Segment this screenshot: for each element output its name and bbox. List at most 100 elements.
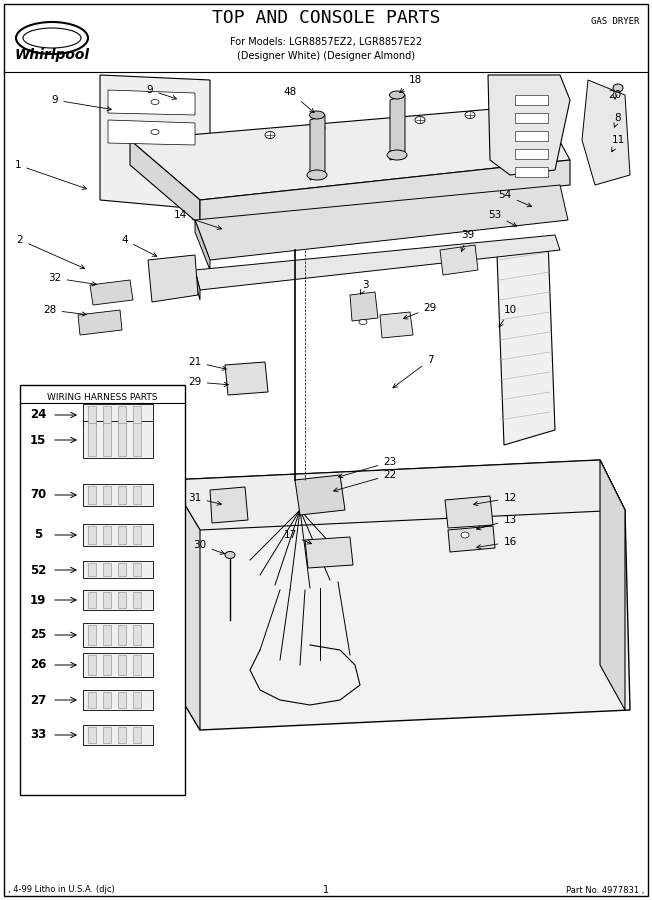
Text: (Designer White) (Designer Almond): (Designer White) (Designer Almond) bbox=[237, 51, 415, 61]
Polygon shape bbox=[108, 90, 195, 115]
Polygon shape bbox=[100, 75, 210, 210]
Bar bbox=[118, 563, 126, 576]
Text: , 4-99 Litho in U.S.A. (djc): , 4-99 Litho in U.S.A. (djc) bbox=[8, 886, 115, 895]
Text: 54: 54 bbox=[498, 190, 531, 207]
Text: 29: 29 bbox=[188, 377, 228, 387]
Bar bbox=[133, 423, 141, 456]
Polygon shape bbox=[195, 235, 560, 290]
Text: 18: 18 bbox=[400, 75, 422, 93]
FancyBboxPatch shape bbox=[83, 561, 153, 578]
Bar bbox=[88, 727, 96, 743]
Text: 33: 33 bbox=[30, 728, 46, 742]
Polygon shape bbox=[390, 95, 405, 160]
FancyBboxPatch shape bbox=[83, 653, 153, 677]
Polygon shape bbox=[310, 115, 325, 180]
Polygon shape bbox=[170, 460, 625, 530]
Text: 39: 39 bbox=[461, 230, 475, 252]
Ellipse shape bbox=[359, 320, 367, 325]
Polygon shape bbox=[210, 487, 248, 523]
Text: 1: 1 bbox=[323, 885, 329, 895]
Polygon shape bbox=[448, 526, 495, 552]
Polygon shape bbox=[515, 95, 548, 105]
Polygon shape bbox=[515, 131, 548, 141]
Polygon shape bbox=[195, 185, 568, 260]
Text: 9: 9 bbox=[52, 95, 111, 111]
Polygon shape bbox=[195, 220, 210, 270]
Bar bbox=[103, 406, 111, 424]
Bar bbox=[118, 486, 126, 504]
Ellipse shape bbox=[389, 91, 404, 99]
Text: GAS DRYER: GAS DRYER bbox=[591, 17, 639, 26]
Bar bbox=[133, 727, 141, 743]
FancyBboxPatch shape bbox=[83, 421, 153, 458]
Text: 13: 13 bbox=[477, 515, 516, 530]
Bar bbox=[118, 423, 126, 456]
Bar bbox=[103, 625, 111, 645]
Text: 24: 24 bbox=[30, 409, 46, 421]
Polygon shape bbox=[582, 80, 630, 185]
Text: 14: 14 bbox=[173, 210, 222, 230]
FancyBboxPatch shape bbox=[83, 484, 153, 506]
Polygon shape bbox=[130, 140, 200, 225]
Polygon shape bbox=[515, 167, 548, 177]
Polygon shape bbox=[90, 280, 133, 305]
Bar bbox=[88, 655, 96, 675]
Polygon shape bbox=[488, 75, 570, 175]
Text: 7: 7 bbox=[393, 355, 434, 388]
Text: 70: 70 bbox=[30, 489, 46, 501]
Bar bbox=[103, 592, 111, 608]
Text: 5: 5 bbox=[34, 528, 42, 542]
Ellipse shape bbox=[461, 532, 469, 538]
FancyBboxPatch shape bbox=[83, 590, 153, 610]
Bar bbox=[88, 625, 96, 645]
Text: 28: 28 bbox=[44, 305, 86, 316]
Polygon shape bbox=[295, 475, 345, 515]
Bar bbox=[118, 655, 126, 675]
Polygon shape bbox=[195, 270, 200, 300]
Ellipse shape bbox=[465, 112, 475, 119]
Text: 20: 20 bbox=[608, 90, 621, 100]
Bar bbox=[103, 655, 111, 675]
Polygon shape bbox=[170, 480, 200, 730]
Polygon shape bbox=[225, 362, 268, 395]
Bar bbox=[20, 385, 185, 795]
Text: 8: 8 bbox=[614, 113, 621, 127]
Bar bbox=[103, 563, 111, 576]
Bar bbox=[103, 423, 111, 456]
Text: 26: 26 bbox=[30, 659, 46, 671]
Text: Whirlpool: Whirlpool bbox=[14, 48, 89, 62]
Bar bbox=[133, 655, 141, 675]
Polygon shape bbox=[148, 255, 198, 302]
Bar bbox=[133, 592, 141, 608]
Text: 32: 32 bbox=[48, 273, 96, 286]
Text: 27: 27 bbox=[30, 694, 46, 706]
Bar bbox=[88, 592, 96, 608]
Bar bbox=[103, 486, 111, 504]
Ellipse shape bbox=[310, 111, 325, 119]
Ellipse shape bbox=[387, 150, 407, 160]
Polygon shape bbox=[515, 149, 548, 159]
Ellipse shape bbox=[151, 100, 159, 104]
Ellipse shape bbox=[151, 130, 159, 134]
Ellipse shape bbox=[265, 131, 275, 139]
Polygon shape bbox=[305, 537, 353, 568]
Bar bbox=[88, 486, 96, 504]
Text: 21: 21 bbox=[188, 357, 226, 370]
Text: 29: 29 bbox=[404, 303, 437, 319]
Bar bbox=[118, 727, 126, 743]
Bar bbox=[88, 423, 96, 456]
Bar bbox=[133, 406, 141, 424]
Bar bbox=[103, 692, 111, 708]
Bar bbox=[88, 692, 96, 708]
Polygon shape bbox=[497, 240, 555, 445]
Text: 4: 4 bbox=[122, 235, 156, 256]
Text: 52: 52 bbox=[30, 563, 46, 577]
Ellipse shape bbox=[225, 552, 235, 559]
Polygon shape bbox=[445, 496, 493, 528]
Text: 31: 31 bbox=[188, 493, 222, 505]
Polygon shape bbox=[108, 120, 195, 145]
FancyBboxPatch shape bbox=[83, 404, 153, 426]
Polygon shape bbox=[200, 160, 570, 225]
Ellipse shape bbox=[613, 84, 623, 92]
Bar bbox=[118, 625, 126, 645]
